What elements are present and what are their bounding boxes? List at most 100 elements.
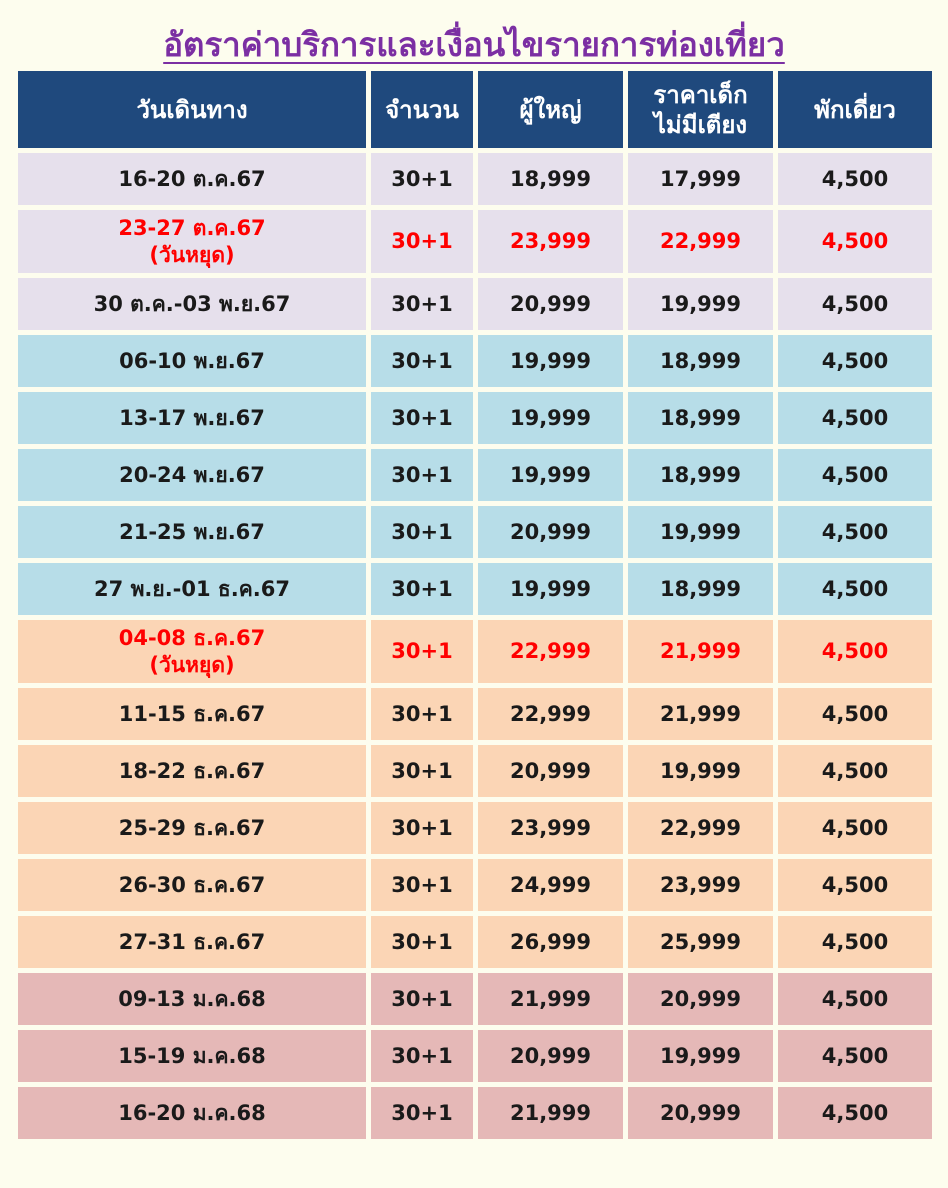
child-price-cell: 19,999	[628, 506, 773, 558]
count-cell: 30+1	[371, 153, 473, 205]
single-price-cell: 4,500	[778, 153, 932, 205]
table-row: 16-20 ม.ค.68 30+1 21,999 20,999 4,500	[18, 1087, 932, 1139]
adult-price-cell: 24,999	[478, 859, 623, 911]
table-row: 04-08 ธ.ค.67 (วันหยุด) 30+1 22,999 21,99…	[18, 620, 932, 683]
table-row: 06-10 พ.ย.67 30+1 19,999 18,999 4,500	[18, 335, 932, 387]
date-text: 25-29 ธ.ค.67	[118, 815, 266, 840]
date-cell: 30 ต.ค.-03 พ.ย.67	[18, 278, 366, 330]
child-price-cell: 20,999	[628, 973, 773, 1025]
date-cell: 25-29 ธ.ค.67	[18, 802, 366, 854]
date-text: 16-20 ต.ค.67	[118, 166, 266, 191]
date-cell: 21-25 พ.ย.67	[18, 506, 366, 558]
date-text: 27-31 ธ.ค.67	[118, 929, 266, 954]
count-cell: 30+1	[371, 859, 473, 911]
child-price-cell: 19,999	[628, 745, 773, 797]
adult-price-cell: 20,999	[478, 278, 623, 330]
count-cell: 30+1	[371, 745, 473, 797]
date-text: 16-20 ม.ค.68	[118, 1100, 266, 1125]
count-cell: 30+1	[371, 802, 473, 854]
date-text: 26-30 ธ.ค.67	[118, 872, 266, 897]
single-price-cell: 4,500	[778, 1030, 932, 1082]
table-row: 18-22 ธ.ค.67 30+1 20,999 19,999 4,500	[18, 745, 932, 797]
table-row: 27-31 ธ.ค.67 30+1 26,999 25,999 4,500	[18, 916, 932, 968]
adult-price-cell: 23,999	[478, 802, 623, 854]
date-cell: 15-19 ม.ค.68	[18, 1030, 366, 1082]
count-cell: 30+1	[371, 1030, 473, 1082]
child-price-cell: 18,999	[628, 563, 773, 615]
header-child-line1: ราคาเด็ก	[653, 80, 748, 109]
child-price-cell: 18,999	[628, 392, 773, 444]
date-cell: 06-10 พ.ย.67	[18, 335, 366, 387]
holiday-note: (วันหยุด)	[149, 652, 235, 677]
count-cell: 30+1	[371, 688, 473, 740]
child-price-cell: 18,999	[628, 449, 773, 501]
child-price-cell: 21,999	[628, 620, 773, 683]
date-text: 11-15 ธ.ค.67	[118, 701, 266, 726]
adult-price-cell: 22,999	[478, 620, 623, 683]
date-text: 15-19 ม.ค.68	[118, 1043, 266, 1068]
count-cell: 30+1	[371, 210, 473, 273]
single-price-cell: 4,500	[778, 859, 932, 911]
date-text: 04-08 ธ.ค.67	[118, 626, 266, 651]
count-cell: 30+1	[371, 620, 473, 683]
single-price-cell: 4,500	[778, 973, 932, 1025]
table-row: 23-27 ต.ค.67 (วันหยุด) 30+1 23,999 22,99…	[18, 210, 932, 273]
date-text: 27 พ.ย.-01 ธ.ค.67	[94, 576, 290, 601]
price-table: วันเดินทาง จำนวน ผู้ใหญ่ ราคาเด็ก ไม่มีเ…	[18, 71, 932, 1144]
count-cell: 30+1	[371, 449, 473, 501]
date-cell: 18-22 ธ.ค.67	[18, 745, 366, 797]
count-cell: 30+1	[371, 278, 473, 330]
table-row: 16-20 ต.ค.67 30+1 18,999 17,999 4,500	[18, 153, 932, 205]
single-price-cell: 4,500	[778, 1087, 932, 1139]
table-row: 15-19 ม.ค.68 30+1 20,999 19,999 4,500	[18, 1030, 932, 1082]
date-text: 23-27 ต.ค.67	[118, 216, 266, 241]
single-price-cell: 4,500	[778, 210, 932, 273]
date-cell: 27-31 ธ.ค.67	[18, 916, 366, 968]
child-price-cell: 20,999	[628, 1087, 773, 1139]
date-text: 21-25 พ.ย.67	[119, 519, 265, 544]
adult-price-cell: 18,999	[478, 153, 623, 205]
count-cell: 30+1	[371, 1087, 473, 1139]
single-price-cell: 4,500	[778, 802, 932, 854]
count-cell: 30+1	[371, 335, 473, 387]
child-price-cell: 18,999	[628, 335, 773, 387]
single-price-cell: 4,500	[778, 506, 932, 558]
adult-price-cell: 19,999	[478, 392, 623, 444]
date-cell: 23-27 ต.ค.67 (วันหยุด)	[18, 210, 366, 273]
date-cell: 09-13 ม.ค.68	[18, 973, 366, 1025]
date-cell: 16-20 ต.ค.67	[18, 153, 366, 205]
date-cell: 16-20 ม.ค.68	[18, 1087, 366, 1139]
single-price-cell: 4,500	[778, 688, 932, 740]
child-price-cell: 21,999	[628, 688, 773, 740]
adult-price-cell: 21,999	[478, 1087, 623, 1139]
count-cell: 30+1	[371, 392, 473, 444]
adult-price-cell: 20,999	[478, 1030, 623, 1082]
child-price-cell: 23,999	[628, 859, 773, 911]
child-price-cell: 17,999	[628, 153, 773, 205]
single-price-cell: 4,500	[778, 449, 932, 501]
adult-price-cell: 20,999	[478, 745, 623, 797]
header-child-line2: ไม่มีเตียง	[653, 110, 748, 139]
adult-price-cell: 19,999	[478, 449, 623, 501]
table-row: 21-25 พ.ย.67 30+1 20,999 19,999 4,500	[18, 506, 932, 558]
header-count: จำนวน	[371, 71, 473, 148]
child-price-cell: 19,999	[628, 278, 773, 330]
adult-price-cell: 23,999	[478, 210, 623, 273]
date-cell: 11-15 ธ.ค.67	[18, 688, 366, 740]
table-row: 25-29 ธ.ค.67 30+1 23,999 22,999 4,500	[18, 802, 932, 854]
holiday-note: (วันหยุด)	[149, 242, 235, 267]
adult-price-cell: 19,999	[478, 563, 623, 615]
table-row: 26-30 ธ.ค.67 30+1 24,999 23,999 4,500	[18, 859, 932, 911]
date-cell: 13-17 พ.ย.67	[18, 392, 366, 444]
date-text: 09-13 ม.ค.68	[118, 986, 266, 1011]
date-text: 30 ต.ค.-03 พ.ย.67	[93, 291, 291, 316]
table-row: 20-24 พ.ย.67 30+1 19,999 18,999 4,500	[18, 449, 932, 501]
count-cell: 30+1	[371, 563, 473, 615]
header-adult: ผู้ใหญ่	[478, 71, 623, 148]
date-cell: 26-30 ธ.ค.67	[18, 859, 366, 911]
single-price-cell: 4,500	[778, 278, 932, 330]
child-price-cell: 25,999	[628, 916, 773, 968]
table-row: 27 พ.ย.-01 ธ.ค.67 30+1 19,999 18,999 4,5…	[18, 563, 932, 615]
table-header: วันเดินทาง จำนวน ผู้ใหญ่ ราคาเด็ก ไม่มีเ…	[18, 71, 932, 148]
single-price-cell: 4,500	[778, 620, 932, 683]
